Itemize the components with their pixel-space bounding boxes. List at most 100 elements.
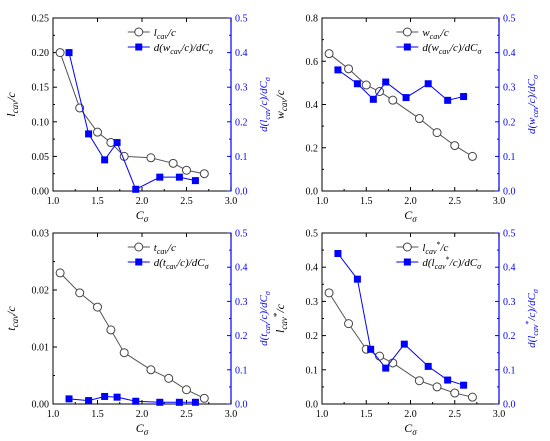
y2-tick-label: 0.5 [235, 14, 248, 25]
legend-marker-filled [403, 43, 411, 51]
x-axis-label: Cσ [136, 421, 149, 437]
x-tick-label: 1.0 [316, 196, 329, 207]
y-tick-label: 0.6 [306, 57, 319, 68]
legend-label: d(tcav/c)/dCσ [154, 257, 210, 271]
data-point-open [414, 114, 424, 124]
y2-tick-label: 0.5 [503, 229, 516, 240]
x-axis-label: Cσ [136, 208, 149, 224]
data-point-filled [367, 345, 375, 353]
y-tick-label: 0.01 [32, 343, 50, 354]
chart-panel-top-left: 1.0 1.5 2.0 2.5 3.0 0.00 0.05 0.10 0.15 0.20 0.25 0… [4, 14, 272, 225]
chart-panel-top-right: 1.0 1.5 2.0 2.5 3.00.00.20.40.60.80.00.10.20… [273, 14, 540, 225]
data-point-open [55, 48, 65, 58]
y-axis-label: tcav/c [4, 306, 20, 331]
legend-label: lcav/c [154, 27, 176, 41]
y2-tick-label: 0.1 [235, 152, 248, 163]
data-point-open [344, 64, 354, 74]
data-point-filled [424, 80, 432, 88]
data-point-filled [369, 95, 377, 103]
y-tick-label: 0.00 [32, 187, 50, 198]
legend-marker-filled [403, 258, 411, 266]
y-tick-label: 0.15 [32, 83, 50, 94]
data-point-open [182, 165, 191, 175]
x-tick-label: 2.5 [180, 196, 193, 207]
y2-tick-label: 0.2 [235, 117, 248, 128]
y2-tick-label: 0.5 [235, 229, 248, 240]
data-point-filled [444, 376, 452, 384]
y2-tick-label: 0.0 [503, 187, 516, 198]
data-point-filled [353, 80, 361, 88]
data-point-filled [444, 96, 452, 104]
x-tick-label: 1.0 [47, 409, 60, 420]
y-tick-label: 0.00 [32, 400, 50, 411]
y2-axis-label: d(lcav*/c)/dCσ [524, 288, 540, 348]
y2-axis-label: d(wcav/c)/dCσ [526, 74, 540, 134]
legend-marker-filled [135, 258, 143, 266]
x-tick-label: 1.0 [316, 409, 329, 420]
x-tick-label: 3.0 [493, 409, 506, 420]
y-tick-label: 0.2 [306, 143, 319, 154]
y2-tick-label: 0.5 [503, 14, 516, 25]
data-point-open [106, 325, 116, 335]
y2-tick-label: 0.0 [503, 400, 516, 411]
data-point-open [93, 127, 102, 137]
data-point-filled [113, 393, 121, 401]
data-point-filled [191, 177, 199, 185]
chart-panel-bottom-right: 1.0 1.5 2.0 2.5 3.00.00.10.20.30.40.50.00.10… [272, 229, 540, 438]
data-point-open [432, 382, 442, 392]
x-tick-label: 2.5 [449, 409, 462, 420]
data-point-open [199, 169, 209, 179]
data-point-filled [85, 397, 93, 405]
y-tick-label: 0.10 [32, 117, 50, 128]
y-tick-label: 0.0 [306, 187, 319, 198]
data-point-open [119, 348, 129, 358]
data-point-open [361, 80, 371, 90]
data-point-open [450, 388, 460, 398]
series-line-0 [59, 52, 205, 175]
data-point-open [164, 373, 174, 383]
y2-tick-label: 0.3 [503, 297, 516, 308]
x-tick-label: 1.5 [91, 409, 104, 420]
data-point-filled [132, 185, 140, 193]
x-tick-label: 1.5 [91, 196, 104, 207]
data-point-filled [382, 78, 390, 86]
x-tick-label: 2.5 [180, 409, 193, 420]
legend-marker-open [402, 27, 412, 37]
data-point-filled [334, 250, 342, 258]
data-point-open [388, 95, 398, 105]
y-tick-label: 0.1 [306, 365, 319, 376]
y-tick-label: 0.05 [32, 152, 50, 163]
legend-label: tcav/c [154, 242, 176, 256]
x-tick-label: 1.5 [360, 196, 373, 207]
legend-marker-filled [135, 43, 143, 51]
data-point-open [344, 319, 354, 329]
legend-label: d(lcav*/c)/dCσ [422, 255, 482, 271]
legend-label: lcav*/c [422, 240, 448, 256]
y2-tick-label: 0.1 [503, 152, 516, 163]
x-tick-label: 3.0 [225, 409, 238, 420]
data-point-filled [175, 398, 183, 406]
data-point-filled [65, 395, 73, 403]
data-point-filled [132, 397, 140, 405]
data-point-open [324, 288, 334, 298]
y2-tick-label: 0.3 [235, 297, 248, 308]
data-point-open [75, 288, 85, 298]
y2-tick-label: 0.4 [503, 48, 516, 59]
data-point-open [199, 393, 209, 403]
x-tick-label: 3.0 [225, 196, 238, 207]
y-tick-label: 0.3 [306, 297, 319, 308]
y2-tick-label: 0.4 [235, 48, 248, 59]
series-line-1 [68, 52, 196, 190]
chart-panel-bottom-left: 1.0 1.5 2.0 2.5 3.0 0.00 0.01 0.02 0.03 0.0 0.1 0.2… [4, 229, 272, 438]
y-axis-label: lcav*/c [272, 303, 289, 333]
x-axis-label: Cσ [404, 208, 417, 224]
x-tick-label: 2.0 [404, 409, 417, 420]
legend-label: d(wcav/c)/dCσ [422, 42, 482, 56]
y2-tick-label: 0.1 [503, 365, 516, 376]
y-tick-label: 0.25 [32, 14, 50, 25]
x-tick-label: 2.0 [136, 409, 149, 420]
series-line-1 [337, 253, 464, 386]
data-point-filled [156, 173, 164, 181]
data-point-filled [334, 66, 342, 74]
